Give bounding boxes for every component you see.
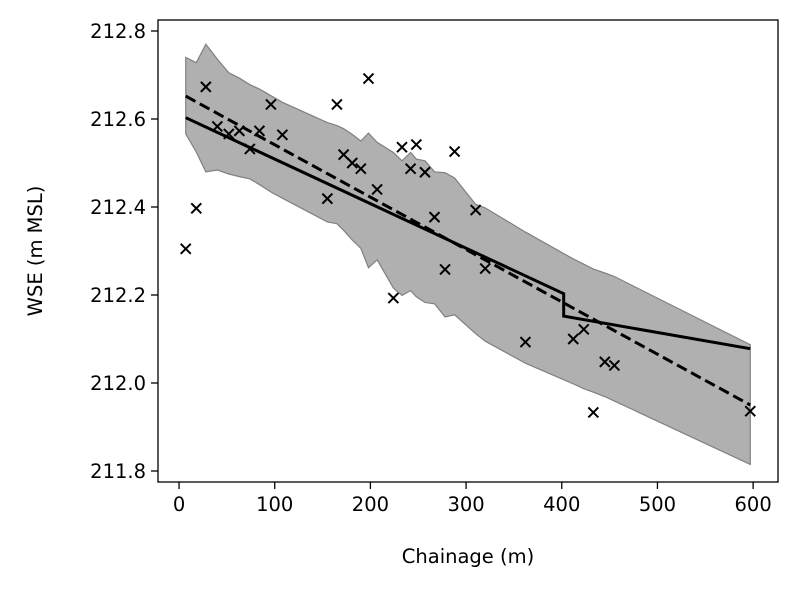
- observation-marker: [190, 202, 202, 215]
- observation-marker: [419, 166, 431, 178]
- observation-marker: [587, 406, 600, 419]
- observation-marker: [404, 163, 417, 175]
- x-tick-label: 500: [639, 493, 676, 516]
- observation-marker: [180, 243, 192, 255]
- observation-marker: [346, 157, 358, 169]
- observation-marker: [744, 405, 756, 417]
- observation-marker: [578, 323, 590, 336]
- observation-marker: [211, 120, 224, 133]
- observation-marker: [396, 141, 408, 153]
- observation-marker: [599, 356, 611, 368]
- observation-marker: [265, 98, 277, 111]
- y-tick-label: 212.2: [90, 284, 146, 307]
- observation-marker: [321, 192, 334, 205]
- observation-marker: [253, 125, 266, 137]
- solid-series-line: [185, 116, 751, 351]
- observation-marker: [362, 72, 375, 85]
- observation-marker: [567, 333, 579, 345]
- observation-marker: [448, 145, 461, 158]
- x-tick-label: 300: [447, 493, 484, 516]
- x-axis: 0 100 200 300 400 500 600: [173, 482, 772, 516]
- observation-marker: [276, 129, 289, 141]
- observation-markers: [180, 72, 756, 419]
- observation-marker: [337, 148, 350, 161]
- observation-marker: [519, 336, 532, 348]
- x-tick-label: 0: [173, 493, 185, 516]
- y-tick-label: 212.4: [90, 196, 146, 219]
- y-axis: 211.8 212.0 212.2 212.4 212.6 212.8: [90, 20, 158, 483]
- x-tick-label: 600: [735, 493, 772, 516]
- x-tick-label: 400: [543, 493, 580, 516]
- observation-marker: [428, 211, 441, 223]
- x-tick-label: 100: [256, 493, 293, 516]
- y-axis-label: WSE (m MSL): [24, 186, 47, 317]
- observation-marker: [200, 81, 212, 93]
- observation-marker: [387, 292, 400, 304]
- observation-marker: [244, 143, 256, 155]
- observation-marker: [233, 125, 246, 137]
- x-tick-label: 200: [352, 493, 389, 516]
- uncertainty-band: [185, 43, 751, 466]
- y-tick-label: 212.8: [90, 20, 146, 43]
- observation-marker: [223, 128, 235, 140]
- observation-marker: [355, 163, 367, 175]
- observation-marker: [410, 138, 423, 151]
- observation-marker: [479, 262, 491, 275]
- dashed-series-line: [185, 94, 751, 407]
- y-tick-label: 212.0: [90, 372, 146, 395]
- observation-marker: [439, 263, 451, 276]
- observation-marker: [469, 204, 482, 216]
- y-tick-label: 212.6: [90, 108, 146, 131]
- observation-marker: [331, 98, 343, 111]
- observation-marker: [608, 359, 621, 372]
- plot-area: [180, 43, 756, 466]
- y-tick-label: 211.8: [90, 460, 146, 483]
- x-axis-label: Chainage (m): [402, 545, 534, 568]
- plot-frame: [157, 19, 779, 483]
- observation-marker: [371, 183, 383, 196]
